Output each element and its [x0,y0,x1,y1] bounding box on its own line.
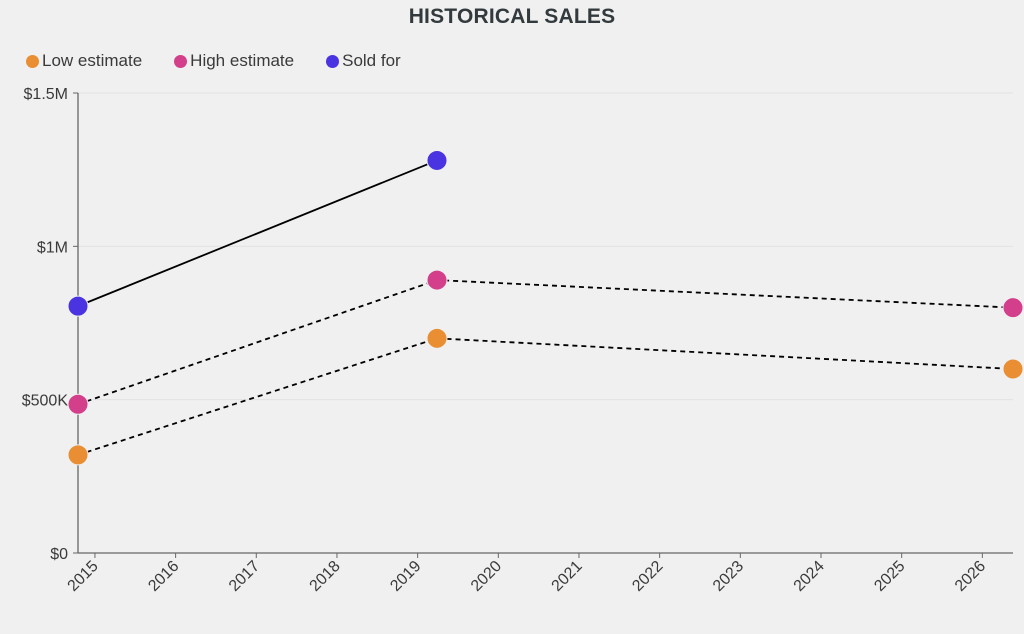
data-point-low-estimate [1002,358,1024,380]
data-point-low-estimate [67,444,89,466]
x-tick-label: 2020 [468,558,505,595]
data-point-sold-for [426,149,448,171]
x-tick-label: 2016 [145,558,182,595]
data-point-low-estimate [426,327,448,349]
legend-label: Low estimate [42,51,143,70]
x-tick-label: 2022 [629,558,666,595]
legend-label: Sold for [342,51,401,70]
y-tick-label: $0 [50,546,68,563]
chart-title: HISTORICAL SALES [408,5,616,28]
legend-item-high-estimate[interactable]: High estimate [174,51,294,71]
legend-dot-high-estimate [174,54,188,68]
x-tick-label: 2024 [791,558,828,595]
series-line-sold-for [77,159,438,307]
data-point-high-estimate [426,269,448,291]
x-tick-label: 2025 [871,558,908,595]
x-tick-label: 2015 [65,558,102,595]
legend-dot-low-estimate [26,54,39,68]
x-tick-label: 2021 [549,558,586,595]
x-tick-label: 2019 [387,558,424,595]
legend: Low estimate High estimate Sold for [26,51,433,71]
legend-dot-sold-for [326,54,340,68]
x-tick-label: 2017 [226,558,263,595]
y-tick-label: $1.5M [24,86,68,103]
x-tick-label: 2018 [307,558,344,595]
data-point-high-estimate [1002,297,1024,319]
legend-item-sold-for[interactable]: Sold for [326,51,401,71]
y-tick-label: $500K [22,393,69,410]
x-tick-label: 2023 [710,558,747,595]
data-point-sold-for [67,295,89,317]
series-line-high-estimate [77,279,1014,406]
legend-label: High estimate [190,51,295,70]
y-tick-label: $1M [37,239,68,256]
legend-item-low-estimate[interactable]: Low estimate [26,51,142,71]
x-tick-label: 2026 [952,558,989,595]
data-point-high-estimate [67,393,89,415]
